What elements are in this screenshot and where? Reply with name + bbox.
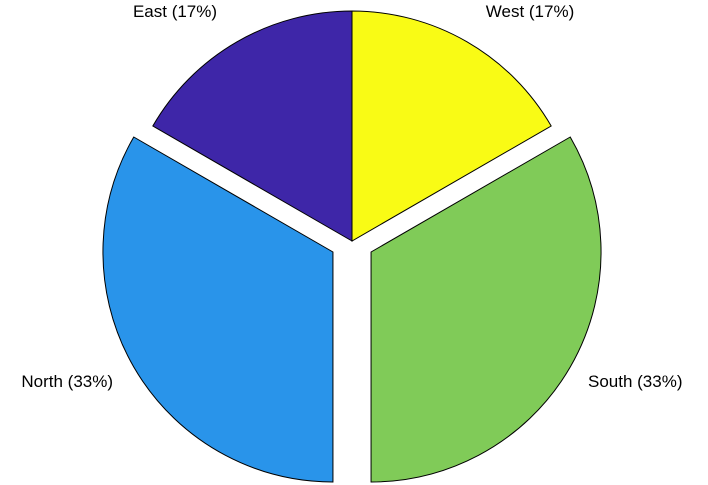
pie-slices [102,10,602,483]
pie-slice-south [370,136,602,483]
pie-label-north: North (33%) [21,372,113,391]
pie-slice-west [351,10,552,242]
pie-label-west: West (17%) [486,2,575,21]
pie-slice-east [152,10,353,242]
pie-label-south: South (33%) [588,372,683,391]
pie-label-east: East (17%) [133,2,217,21]
pie-labels: West (17%) South (33%) North (33%) East (17… [21,2,682,391]
pie-slice-north [102,136,334,483]
